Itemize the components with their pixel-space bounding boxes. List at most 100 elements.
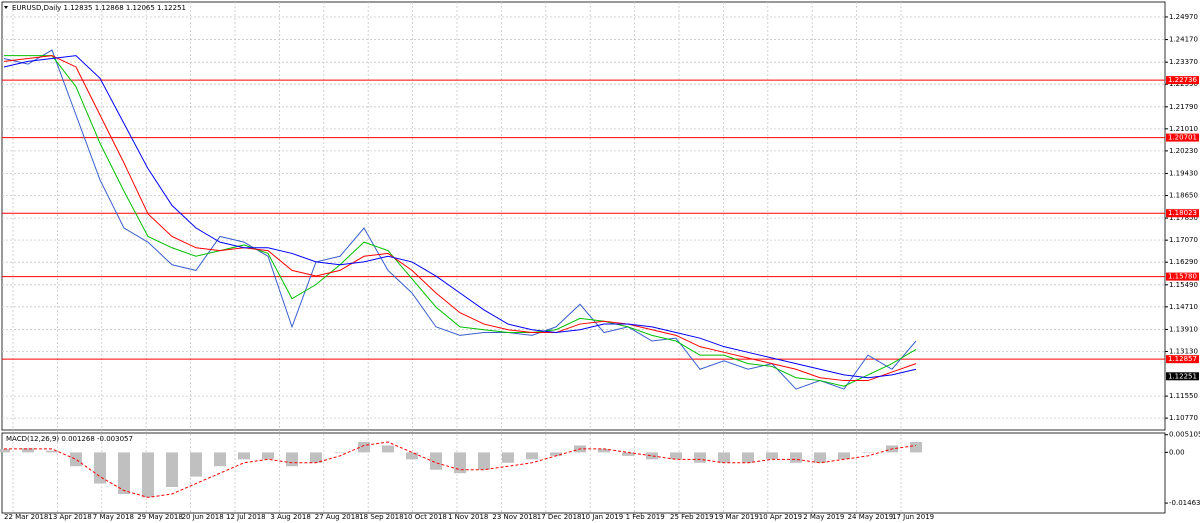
price-tag: [1166, 372, 1199, 381]
macd-bar: [550, 452, 562, 456]
macd-bar: [46, 450, 58, 453]
macd-bar: [646, 452, 658, 460]
x-tick-label: 13 Apr 2018: [48, 513, 91, 521]
level-label: 1.15780: [1168, 273, 1197, 281]
macd-bar: [190, 452, 202, 477]
y-tick-label: 1.24170: [1169, 36, 1198, 44]
level-label: 1.12857: [1168, 355, 1197, 363]
x-tick-label: 19 Mar 2019: [714, 513, 758, 521]
level-tag: [1166, 355, 1199, 364]
y-tick-label: 1.22590: [1169, 80, 1198, 88]
y-tick-label: 1.20230: [1169, 147, 1198, 155]
x-tick-label: 10 Oct 2018: [404, 513, 447, 521]
series-line: [4, 55, 917, 387]
level-tag: [1166, 209, 1199, 218]
y-tick-label: 0.005105: [1169, 431, 1200, 439]
x-tick-label: 10 Jan 2019: [581, 513, 623, 521]
macd-bar: [118, 452, 130, 494]
x-tick-label: 18 Sep 2018: [359, 513, 403, 521]
macd-bar: [742, 452, 754, 463]
y-tick-label: 1.13130: [1169, 347, 1198, 355]
macd-bar: [382, 445, 394, 453]
y-tick-label: 1.11550: [1169, 392, 1198, 400]
y-tick-label: 1.23370: [1169, 58, 1198, 66]
level-tag: [1166, 76, 1199, 85]
macd-bar: [142, 452, 154, 498]
price-label: 1.12251: [1168, 372, 1197, 380]
x-tick-label: 2 May 2019: [803, 513, 844, 521]
series-line: [3, 55, 917, 379]
macd-bar: [70, 452, 82, 467]
level-tag: [1166, 133, 1199, 142]
x-tick-label: 27 Aug 2018: [315, 513, 360, 521]
macd-bar: [166, 452, 178, 488]
y-tick-label: 1.13910: [1169, 325, 1198, 333]
macd-bar: [766, 452, 778, 460]
x-tick-label: 3 Aug 2018: [270, 513, 310, 521]
level-label: 1.22736: [1168, 76, 1197, 84]
macd-bar: [286, 452, 298, 467]
macd-bar: [478, 452, 490, 470]
x-tick-label: 23 Nov 2018: [492, 513, 537, 521]
x-tick-label: 1 Feb 2019: [626, 513, 665, 521]
x-tick-label: 29 May 2018: [137, 513, 183, 521]
title-arrow: [4, 6, 8, 9]
macd-bar: [502, 452, 514, 463]
y-tick-label: 1.10770: [1169, 414, 1198, 422]
x-tick-label: 12 Jul 2018: [226, 513, 266, 521]
x-tick-label: 22 Mar 2018: [4, 513, 48, 521]
macd-bar: [262, 452, 274, 460]
x-tick-label: 10 Apr 2019: [759, 513, 802, 521]
macd-bar: [598, 448, 610, 453]
y-tick-label: 1.17070: [1169, 236, 1198, 244]
x-tick-label: 24 May 2019: [848, 513, 894, 521]
macd-bar: [454, 452, 466, 474]
level-label: 1.20701: [1168, 134, 1197, 142]
macd-bar: [358, 442, 370, 453]
macd-bar: [718, 452, 730, 463]
macd-bar: [94, 452, 106, 484]
macd-title: MACD(12,26,9) 0.001268 -0.003057: [6, 435, 133, 443]
x-tick-label: 1 Nov 2018: [448, 513, 488, 521]
macd-bar: [406, 452, 418, 460]
y-tick-label: 1.18650: [1169, 192, 1198, 200]
y-tick-label: -0.014635: [1169, 499, 1200, 507]
series-line: [3, 55, 917, 382]
y-tick-label: 1.21010: [1169, 125, 1198, 133]
y-tick-label: 1.19430: [1169, 169, 1198, 177]
macd-bar: [862, 452, 874, 453]
macd-bar: [214, 452, 226, 467]
macd-bar: [622, 452, 634, 456]
series-line: [4, 441, 917, 498]
x-tick-label: 20 Jun 2018: [182, 513, 224, 521]
x-tick-label: 17 Jun 2019: [892, 513, 934, 521]
macd-bar: [430, 452, 442, 470]
macd-bar: [670, 452, 682, 460]
macd-bar: [814, 452, 826, 463]
y-tick-label: 1.15490: [1169, 281, 1198, 289]
x-tick-label: 7 May 2018: [93, 513, 134, 521]
y-tick-label: 1.24970: [1169, 13, 1198, 21]
macd-bar: [526, 452, 538, 460]
main-pane: [1, 1, 1166, 431]
macd-bar: [790, 452, 802, 463]
y-tick-label: 1.14710: [1169, 303, 1198, 311]
macd-bar: [238, 452, 250, 460]
y-tick-label: 1.21790: [1169, 103, 1198, 111]
macd-bar: [334, 452, 346, 453]
x-tick-label: 25 Feb 2019: [670, 513, 714, 521]
y-tick-label: 1.16290: [1169, 258, 1198, 266]
macd-bar: [694, 452, 706, 463]
x-tick-label: 17 Dec 2018: [537, 513, 582, 521]
macd-bar: [0, 448, 10, 453]
y-tick-label: 0.00: [1169, 448, 1185, 456]
macd-bar: [910, 442, 922, 453]
macd-bar: [310, 452, 322, 463]
y-tick-label: 1.17850: [1169, 214, 1198, 222]
macd-bar: [838, 452, 850, 460]
chart-title: EURUSD,Daily 1.12835 1.12868 1.12065 1.1…: [12, 4, 186, 12]
level-tag: [1166, 272, 1199, 281]
level-label: 1.18023: [1168, 209, 1197, 217]
macd-bar: [22, 448, 34, 453]
